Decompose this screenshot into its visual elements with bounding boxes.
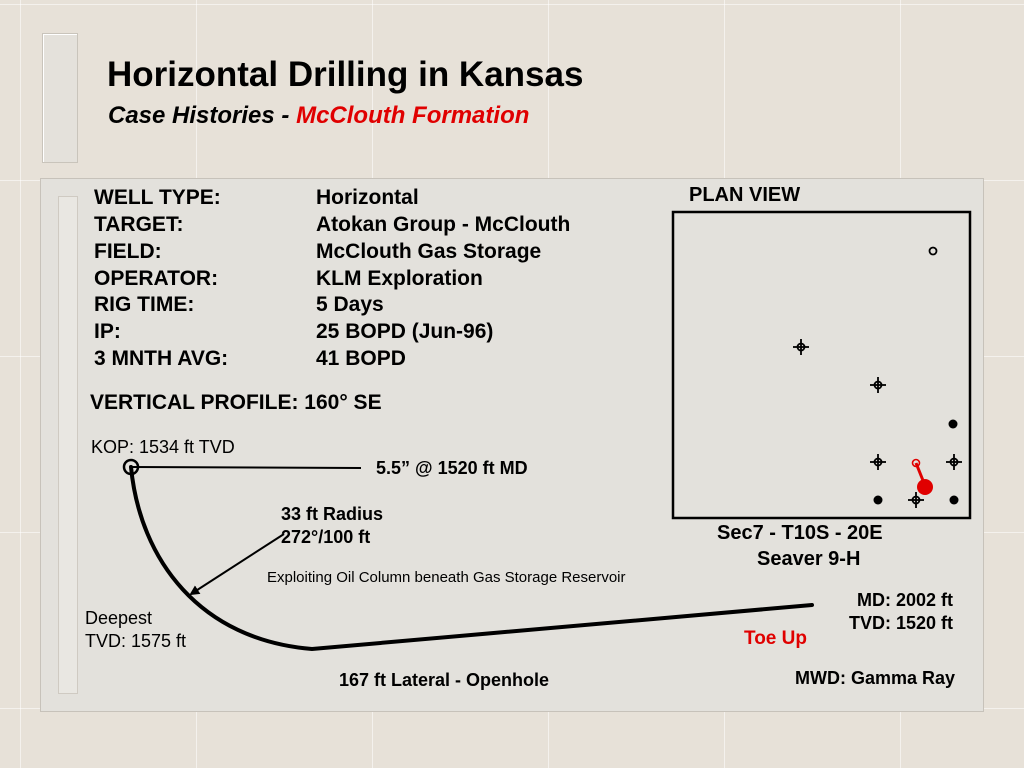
plan-view-title: PLAN VIEW: [689, 184, 801, 206]
horizontal-well-seaver-9h: [911, 458, 933, 495]
avg-label: 3 MNTH AVG:: [94, 347, 229, 370]
target-label: TARGET:: [94, 213, 184, 236]
deepest-label: Deepest: [85, 608, 153, 628]
well-type-value: Horizontal: [316, 186, 419, 209]
ip-value: 25 BOPD (Jun-96): [316, 320, 494, 343]
build-rate-label: 272°/100 ft: [281, 527, 371, 547]
radius-arrow: [189, 533, 285, 596]
avg-value: 41 BOPD: [316, 347, 406, 370]
well-symbol-oil-2: [873, 495, 883, 505]
toe-up-label: Toe Up: [744, 628, 807, 649]
deepest-tvd-label: TVD: 1575 ft: [85, 631, 187, 651]
casing-label: 5.5” @ 1520 ft MD: [376, 458, 528, 478]
lateral-label: 167 ft Lateral - Openhole: [339, 670, 550, 690]
rig-time-label: RIG TIME:: [94, 293, 195, 316]
mwd-label: MWD: Gamma Ray: [795, 668, 956, 688]
content-panel: [40, 178, 984, 712]
location-label: Sec7 - T10S - 20E: [717, 522, 883, 544]
casing-line: [130, 466, 362, 469]
well-name-label: Seaver 9-H: [757, 548, 861, 570]
subtitle-prefix: Case Histories -: [108, 102, 297, 129]
vertical-profile-heading: VERTICAL PROFILE: 160° SE: [90, 391, 382, 414]
toe-tvd-label: TVD: 1520 ft: [849, 613, 954, 633]
field-label: FIELD:: [94, 240, 162, 263]
operator-value: KLM Exploration: [316, 267, 483, 290]
title-accent-bar: [42, 33, 78, 163]
well-symbol-dry-hole-4: [946, 454, 962, 470]
well-symbol-open-ne: [928, 246, 938, 256]
well-symbol-dry-hole-2: [870, 377, 886, 393]
target-value: Atokan Group - McClouth: [316, 213, 571, 236]
rig-time-value: 5 Days: [316, 293, 384, 316]
radius-label: 33 ft Radius: [281, 504, 384, 524]
slide-title: Horizontal Drilling in Kansas: [107, 55, 584, 94]
well-type-label: WELL TYPE:: [94, 186, 221, 209]
slide-subtitle: Case Histories - McClouth Formation: [108, 102, 529, 130]
plan-view-frame: [671, 210, 972, 520]
well-symbol-dry-hole-1: [793, 339, 809, 355]
well-symbol-oil-3: [949, 495, 959, 505]
subtitle-formation: McClouth Formation: [296, 102, 530, 129]
wellbore-path: [129, 465, 814, 652]
well-symbol-dry-hole-3: [870, 454, 886, 470]
well-symbol-dry-hole-5: [908, 492, 924, 508]
kop-label: KOP: 1534 ft TVD: [91, 437, 235, 457]
well-symbol-oil-1: [948, 419, 958, 429]
md-label: MD: 2002 ft: [857, 590, 954, 610]
panel-side-strip: [58, 196, 78, 694]
operator-label: OPERATOR:: [94, 267, 219, 290]
ip-label: IP:: [94, 320, 121, 343]
exploit-note: Exploiting Oil Column beneath Gas Storag…: [267, 569, 626, 586]
field-value: McClouth Gas Storage: [316, 240, 542, 263]
